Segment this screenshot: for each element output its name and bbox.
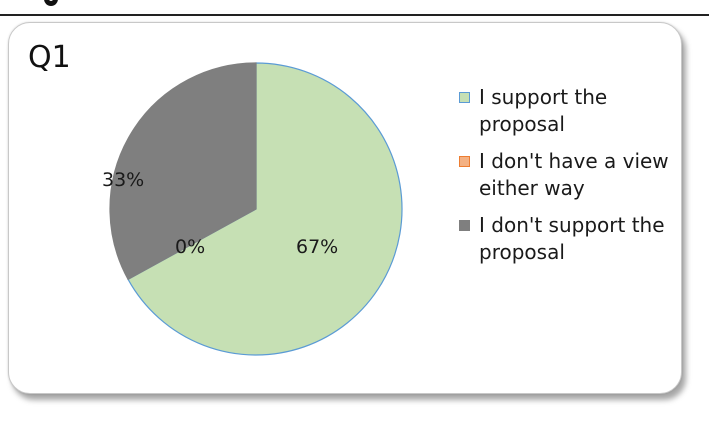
- legend-swatch-support: [459, 92, 470, 103]
- legend-label-no-view: I don't have a view either way: [479, 149, 669, 200]
- legend-item-support: I support the proposal: [459, 84, 679, 138]
- chart-legend: I support the proposal I don't have a vi…: [459, 84, 679, 276]
- heading-fragment: [0, 0, 709, 20]
- data-label-support: 67%: [296, 236, 339, 258]
- legend-item-no-view: I don't have a view either way: [459, 148, 679, 202]
- legend-item-not-support: I don't support the proposal: [459, 212, 679, 266]
- legend-label-support: I support the proposal: [479, 85, 608, 136]
- heading-rule: [0, 14, 709, 16]
- data-label-not-support: 33%: [102, 169, 145, 191]
- chart-title: Q1: [28, 40, 71, 75]
- heading-glyph-fragment: [44, 0, 58, 6]
- legend-swatch-not-support: [459, 220, 470, 231]
- legend-swatch-no-view: [459, 156, 470, 167]
- pie-slice-not-support: [109, 62, 257, 281]
- pie-slice-support: [127, 62, 403, 356]
- legend-label-not-support: I don't support the proposal: [479, 213, 665, 264]
- data-label-no-view: 0%: [175, 236, 206, 258]
